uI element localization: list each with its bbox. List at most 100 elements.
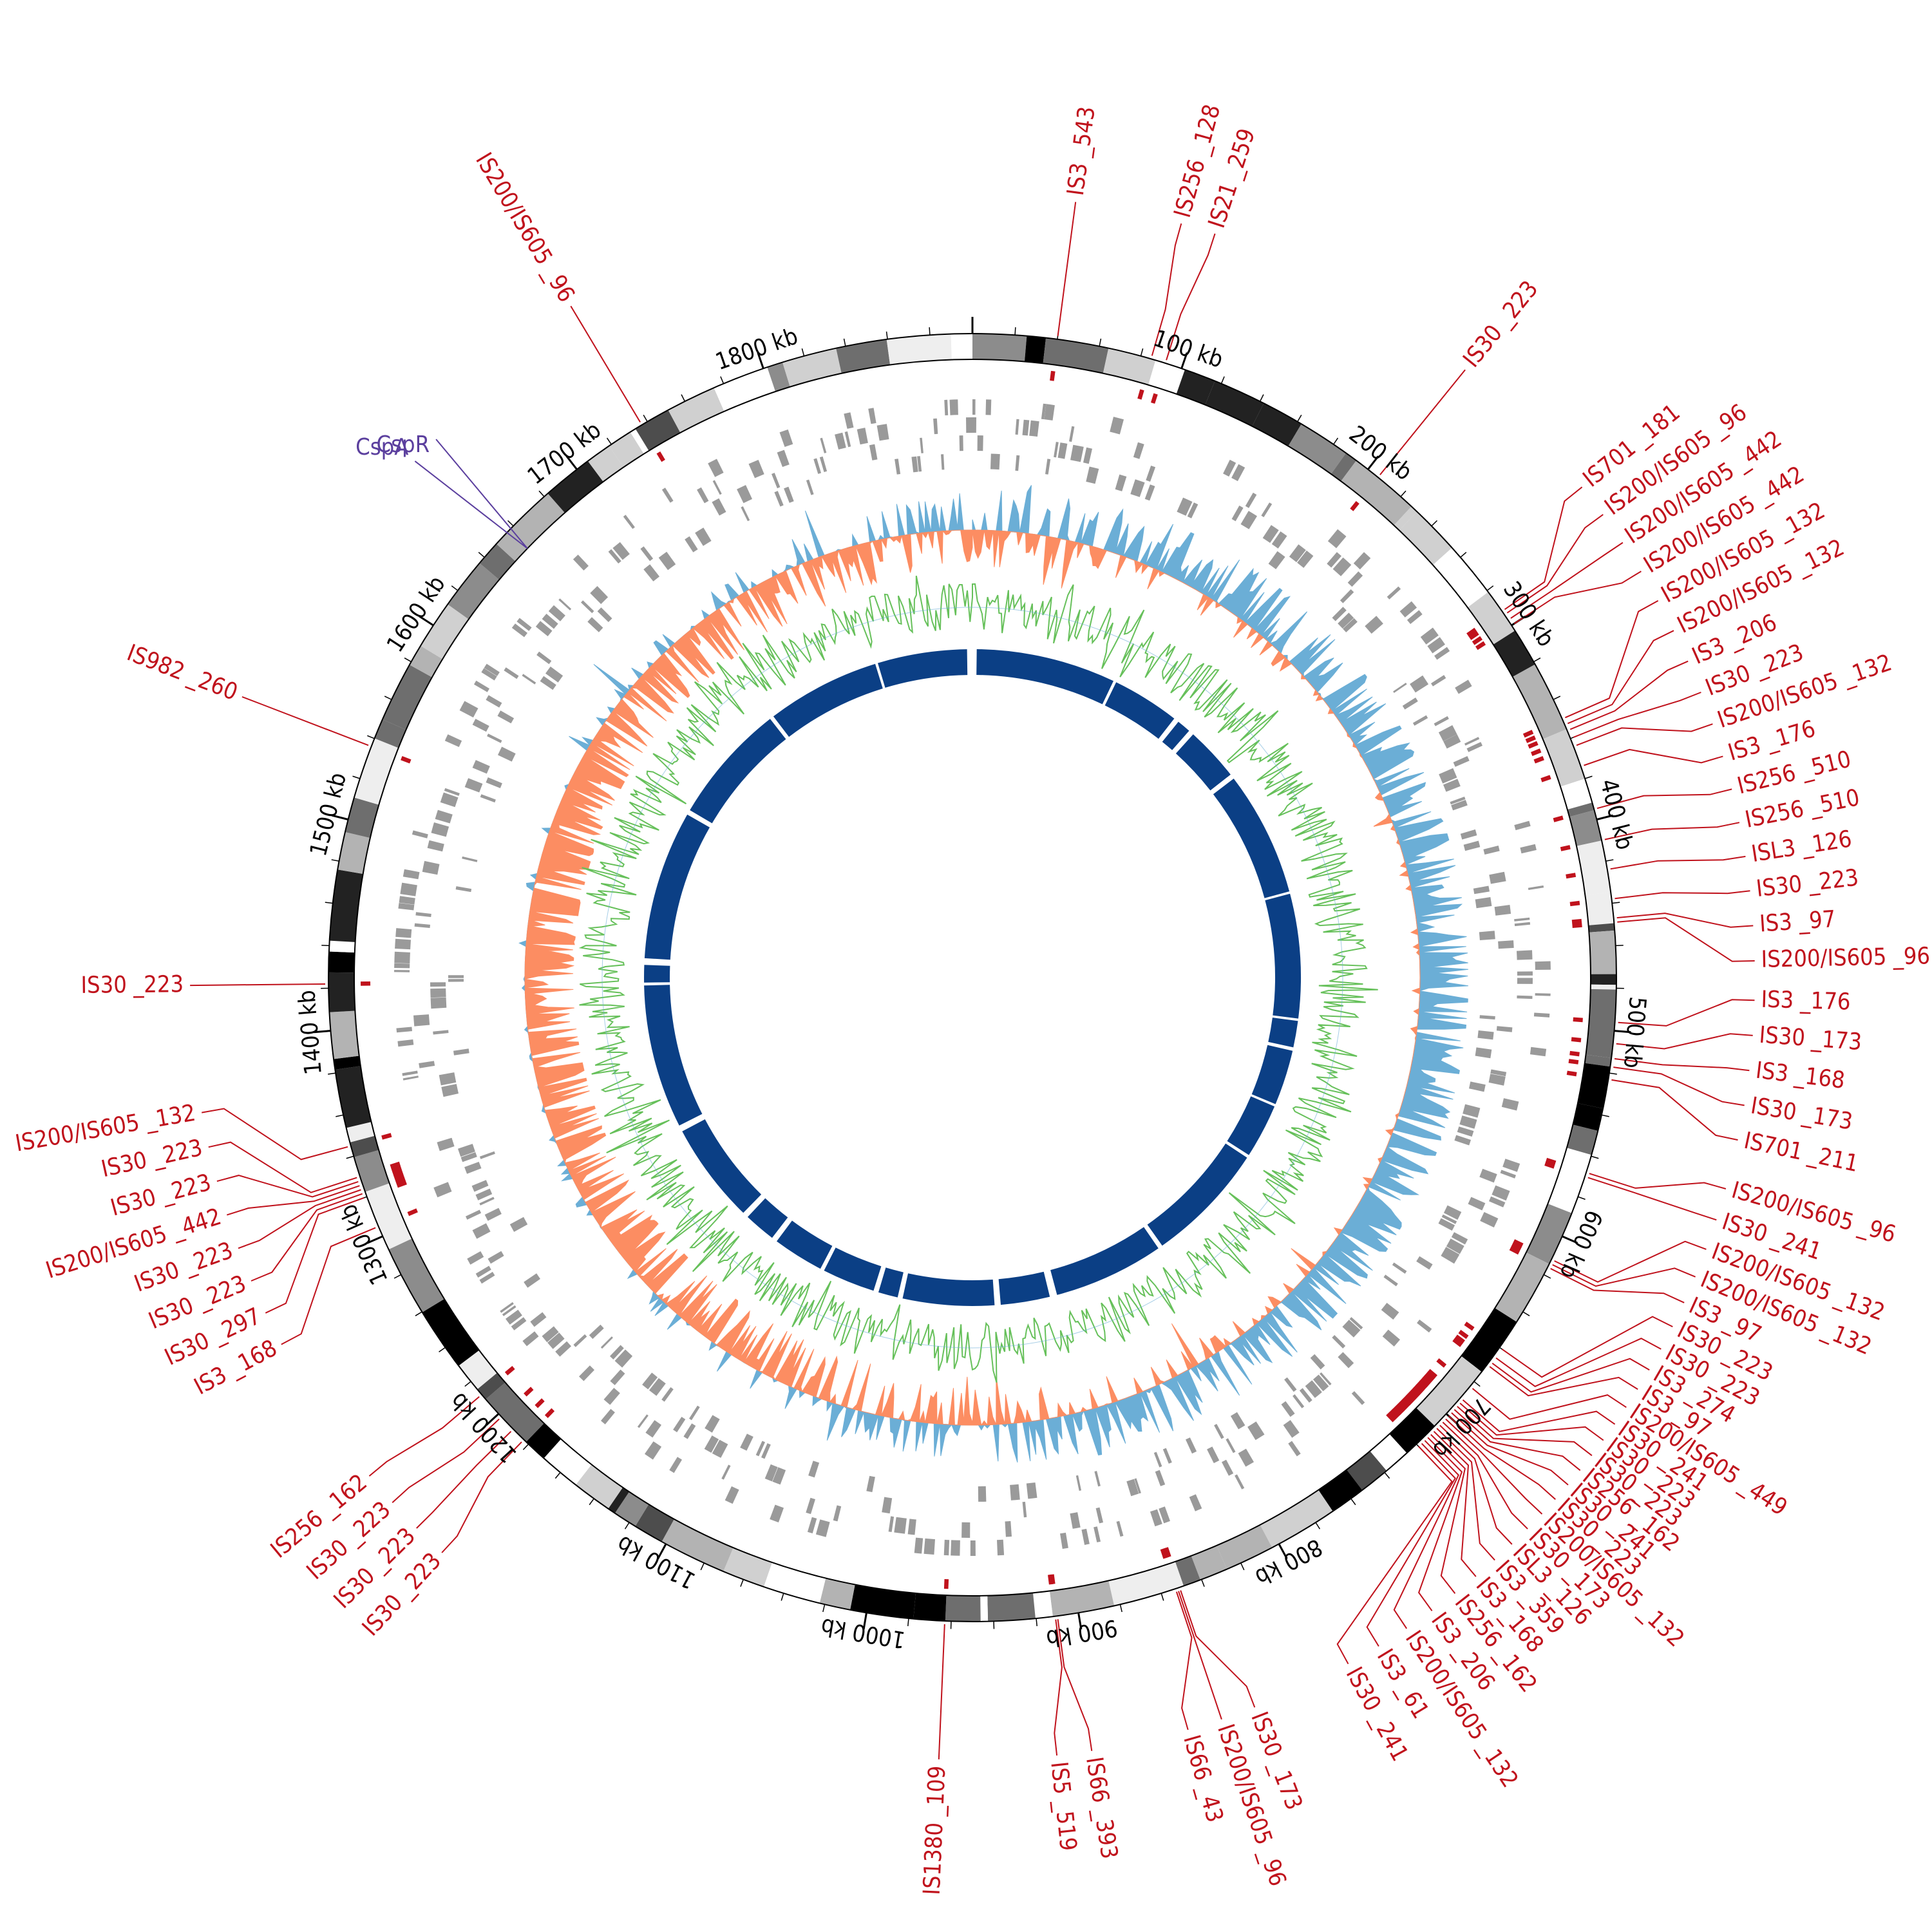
is-position-mark	[1050, 370, 1056, 381]
orf-block	[547, 1332, 565, 1349]
is-position-mark	[407, 1208, 418, 1217]
is-leader-line	[226, 1185, 360, 1216]
is-position-mark	[1472, 636, 1482, 645]
is-leader-line	[1584, 748, 1723, 766]
ideogram-band	[836, 339, 891, 374]
orf-block	[460, 1152, 477, 1162]
is-leader-line	[1510, 542, 1624, 619]
orf-block	[1041, 403, 1046, 420]
orf-block	[1022, 1501, 1027, 1518]
orf-block	[943, 1539, 950, 1556]
ideogram-band	[345, 797, 379, 838]
ideogram-band	[886, 334, 952, 365]
syntenic-block	[1175, 734, 1231, 791]
orf-block	[1332, 607, 1347, 621]
scale-tick	[1367, 455, 1379, 470]
scale-tick	[1562, 1235, 1578, 1244]
orf-block	[402, 1075, 419, 1081]
syntenic-block	[682, 1119, 762, 1213]
is-leader-line	[1393, 1440, 1460, 1629]
scale-tick	[1615, 945, 1624, 947]
scale-tick	[1522, 1311, 1530, 1316]
orf-block	[1189, 1494, 1202, 1511]
ideogram-band	[630, 428, 649, 454]
orf-block	[597, 607, 612, 622]
orf-block	[402, 1070, 418, 1076]
orf-block	[1450, 797, 1466, 805]
is-leader-line	[1616, 913, 1754, 928]
is-leader-line	[1576, 723, 1713, 746]
orf-block	[427, 840, 444, 852]
scale-tick	[538, 490, 545, 497]
ideogram-band	[346, 1122, 375, 1142]
orf-block	[1349, 1317, 1363, 1330]
orf-block	[820, 437, 827, 453]
orf-block	[1517, 978, 1533, 984]
ideogram-band	[1569, 810, 1602, 846]
orf-block	[737, 485, 752, 504]
orf-block	[1464, 737, 1480, 746]
orf-block	[536, 651, 552, 665]
is-label: ISL3 _126	[1750, 826, 1853, 867]
is-label: IS30 _223	[80, 971, 184, 999]
is-leader-line	[1459, 1403, 1604, 1441]
orf-block	[1214, 1424, 1224, 1439]
orf-block	[779, 429, 793, 447]
orf-block	[807, 1517, 817, 1533]
is-leader-line	[1057, 202, 1077, 336]
is-position-mark	[1425, 1372, 1435, 1382]
scale-tick	[346, 1155, 354, 1159]
orf-block	[1081, 1528, 1090, 1545]
scale-tick	[1596, 814, 1613, 820]
orf-block	[708, 459, 724, 477]
is-position-mark	[1388, 1409, 1399, 1420]
orf-block	[990, 453, 1000, 470]
orf-block	[1469, 1081, 1486, 1092]
orf-block	[712, 498, 726, 516]
orf-block	[1226, 1438, 1236, 1454]
orf-block	[614, 1349, 633, 1368]
orf-block	[643, 564, 659, 582]
orf-block	[959, 435, 963, 451]
orf-block	[1490, 1069, 1507, 1077]
orf-block	[402, 869, 420, 880]
orf-block	[448, 979, 464, 982]
orf-block	[1441, 1247, 1460, 1264]
syntenic-block	[878, 1267, 904, 1298]
scale-tick	[507, 520, 514, 527]
is-leader-line	[1596, 788, 1732, 810]
ideogram-band	[1108, 1561, 1184, 1606]
orf-block	[1133, 442, 1144, 459]
scale-tick	[1400, 490, 1406, 497]
is-label: IS5 _519	[1045, 1760, 1081, 1852]
is-leader-line	[368, 1396, 480, 1477]
orf-block	[1463, 840, 1481, 851]
ideogram-band	[661, 1519, 734, 1572]
orf-block	[689, 1405, 700, 1421]
orf-block	[866, 1475, 875, 1492]
orf-block	[1222, 1459, 1234, 1476]
is-leader-line	[1492, 1358, 1650, 1393]
orf-block	[1054, 442, 1059, 458]
is-position-mark	[1452, 1338, 1463, 1347]
orf-block	[1153, 1452, 1162, 1468]
orf-block	[970, 1540, 976, 1557]
orf-block	[917, 456, 922, 472]
orf-block	[535, 621, 553, 636]
scale-label: 1400 kb	[294, 989, 327, 1076]
orf-block	[1393, 683, 1407, 693]
is-leader-line	[1618, 999, 1755, 1027]
orf-block	[1026, 1482, 1037, 1499]
gene-label: CspR	[377, 431, 430, 458]
orf-block	[1528, 885, 1544, 890]
is-position-mark	[1571, 1037, 1582, 1043]
orf-block	[1466, 742, 1482, 752]
orf-block	[1365, 616, 1383, 634]
is-position-mark	[1048, 1574, 1054, 1585]
orf-block	[487, 734, 502, 743]
ideogram-band	[1025, 336, 1046, 364]
is-leader-line	[1550, 1267, 1685, 1303]
orf-block	[1454, 1135, 1471, 1146]
orf-block	[1338, 612, 1354, 629]
